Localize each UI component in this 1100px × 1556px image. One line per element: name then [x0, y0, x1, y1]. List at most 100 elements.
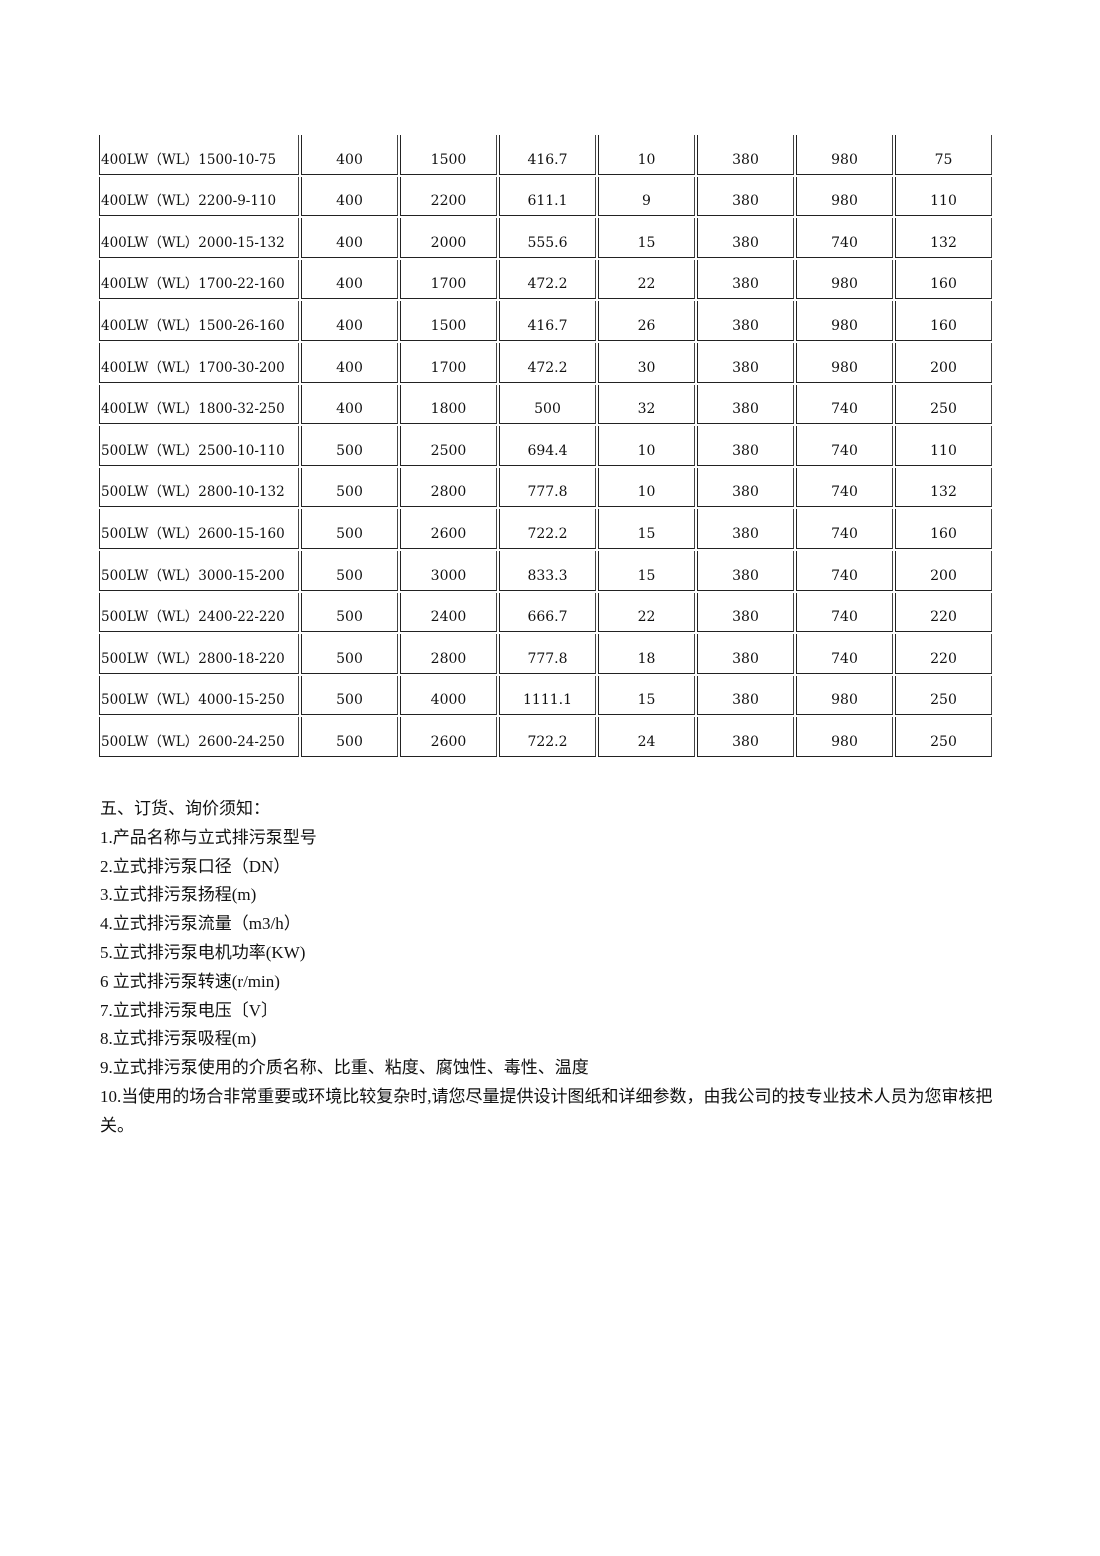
- table-row: 400LW（WL）2200-9-110 400 2200 611.1 9 380 980 11…: [99, 176, 992, 217]
- value-cell: 380: [697, 301, 794, 341]
- value-cell: 400: [301, 342, 398, 383]
- value-cell: 2800: [400, 634, 497, 674]
- note-item: 8.立式排污泵吸程(m): [100, 1029, 257, 1049]
- value-cell: 220: [895, 634, 992, 674]
- value-cell: 2000: [400, 218, 497, 258]
- note-item: 2.立式排污泵口径（DN）: [100, 856, 291, 876]
- value-cell: 15: [598, 218, 695, 258]
- value-cell: 200: [895, 342, 992, 383]
- value-cell: 740: [796, 218, 893, 258]
- value-cell: 980: [796, 259, 893, 300]
- value-cell: 777.8: [499, 467, 596, 508]
- model-cell: 400LW（WL）1700-22-160: [99, 259, 299, 300]
- table-row: 400LW（WL）2000-15-132 400 2000 555.6 15 380 740…: [99, 218, 992, 258]
- table-row: 500LW（WL）2600-24-250 500 2600 722.2 24 380 980…: [99, 717, 992, 757]
- value-cell: 160: [895, 259, 992, 300]
- value-cell: 500: [301, 426, 398, 466]
- value-cell: 75: [895, 135, 992, 175]
- value-cell: 380: [697, 176, 794, 217]
- value-cell: 2600: [400, 509, 497, 549]
- value-cell: 416.7: [499, 301, 596, 341]
- value-cell: 777.8: [499, 634, 596, 674]
- table-row: 500LW（WL）2500-10-110 500 2500 694.4 10 380 740…: [99, 426, 992, 466]
- value-cell: 380: [697, 592, 794, 633]
- value-cell: 250: [895, 717, 992, 757]
- value-cell: 10: [598, 135, 695, 175]
- value-cell: 3000: [400, 550, 497, 591]
- value-cell: 2500: [400, 426, 497, 466]
- value-cell: 15: [598, 509, 695, 549]
- value-cell: 24: [598, 717, 695, 757]
- value-cell: 980: [796, 675, 893, 716]
- value-cell: 500: [301, 675, 398, 716]
- model-cell: 400LW（WL）2000-15-132: [99, 218, 299, 258]
- value-cell: 472.2: [499, 342, 596, 383]
- value-cell: 1700: [400, 342, 497, 383]
- ordering-notes: 五、订货、询价须知： 1.产品名称与立式排污泵型号 2.立式排污泵口径（DN） 3.…: [100, 795, 1010, 1141]
- table-row: 500LW（WL）3000-15-200 500 3000 833.3 15 380 740…: [99, 550, 992, 591]
- note-item: 4.立式排污泵流量（m3/h）: [100, 914, 301, 934]
- value-cell: 740: [796, 426, 893, 466]
- value-cell: 740: [796, 592, 893, 633]
- value-cell: 980: [796, 176, 893, 217]
- value-cell: 15: [598, 550, 695, 591]
- value-cell: 160: [895, 301, 992, 341]
- value-cell: 740: [796, 467, 893, 508]
- value-cell: 722.2: [499, 509, 596, 549]
- note-item: 5.立式排污泵电机功率(KW): [100, 942, 306, 962]
- table-row: 500LW（WL）2600-15-160 500 2600 722.2 15 380 740…: [99, 509, 992, 549]
- value-cell: 980: [796, 717, 893, 757]
- value-cell: 500: [301, 634, 398, 674]
- value-cell: 110: [895, 426, 992, 466]
- value-cell: 220: [895, 592, 992, 633]
- value-cell: 740: [796, 634, 893, 674]
- value-cell: 380: [697, 550, 794, 591]
- value-cell: 2600: [400, 717, 497, 757]
- model-cell: 500LW（WL）3000-15-200: [99, 550, 299, 591]
- value-cell: 2200: [400, 176, 497, 217]
- value-cell: 400: [301, 301, 398, 341]
- table-row: 500LW（WL）4000-15-250 500 4000 1111.1 15 380 98…: [99, 675, 992, 716]
- model-cell: 500LW（WL）2500-10-110: [99, 426, 299, 466]
- value-cell: 2800: [400, 467, 497, 508]
- value-cell: 980: [796, 135, 893, 175]
- note-item: 6 立式排污泵转速(r/min): [100, 971, 280, 991]
- value-cell: 500: [301, 550, 398, 591]
- table-row: 400LW（WL）1500-10-75 400 1500 416.7 10 380 980 7…: [99, 135, 992, 175]
- model-cell: 500LW（WL）2600-15-160: [99, 509, 299, 549]
- value-cell: 400: [301, 259, 398, 300]
- value-cell: 740: [796, 509, 893, 549]
- value-cell: 500: [301, 717, 398, 757]
- value-cell: 380: [697, 218, 794, 258]
- value-cell: 200: [895, 550, 992, 591]
- value-cell: 380: [697, 384, 794, 425]
- value-cell: 380: [697, 634, 794, 674]
- value-cell: 500: [301, 592, 398, 633]
- table-row: 500LW（WL）2800-10-132 500 2800 777.8 10 380 740…: [99, 467, 992, 508]
- note-item: 10.当使用的场合非常重要或环境比较复杂时,请您尽量提供设计图纸和详细参数，由我…: [100, 1086, 993, 1135]
- value-cell: 611.1: [499, 176, 596, 217]
- value-cell: 666.7: [499, 592, 596, 633]
- value-cell: 400: [301, 176, 398, 217]
- value-cell: 160: [895, 509, 992, 549]
- value-cell: 380: [697, 135, 794, 175]
- note-item: 9.立式排污泵使用的介质名称、比重、粘度、腐蚀性、毒性、温度: [100, 1058, 589, 1078]
- value-cell: 30: [598, 342, 695, 383]
- value-cell: 722.2: [499, 717, 596, 757]
- note-item: 3.立式排污泵扬程(m): [100, 885, 257, 905]
- value-cell: 9: [598, 176, 695, 217]
- value-cell: 2400: [400, 592, 497, 633]
- value-cell: 740: [796, 384, 893, 425]
- value-cell: 400: [301, 135, 398, 175]
- value-cell: 740: [796, 550, 893, 591]
- table-row: 400LW（WL）1700-30-200 400 1700 472.2 30 380 980…: [99, 342, 992, 383]
- value-cell: 380: [697, 717, 794, 757]
- model-cell: 500LW（WL）2400-22-220: [99, 592, 299, 633]
- value-cell: 15: [598, 675, 695, 716]
- model-cell: 400LW（WL）1800-32-250: [99, 384, 299, 425]
- value-cell: 10: [598, 426, 695, 466]
- value-cell: 10: [598, 467, 695, 508]
- value-cell: 400: [301, 218, 398, 258]
- model-cell: 500LW（WL）2800-10-132: [99, 467, 299, 508]
- value-cell: 694.4: [499, 426, 596, 466]
